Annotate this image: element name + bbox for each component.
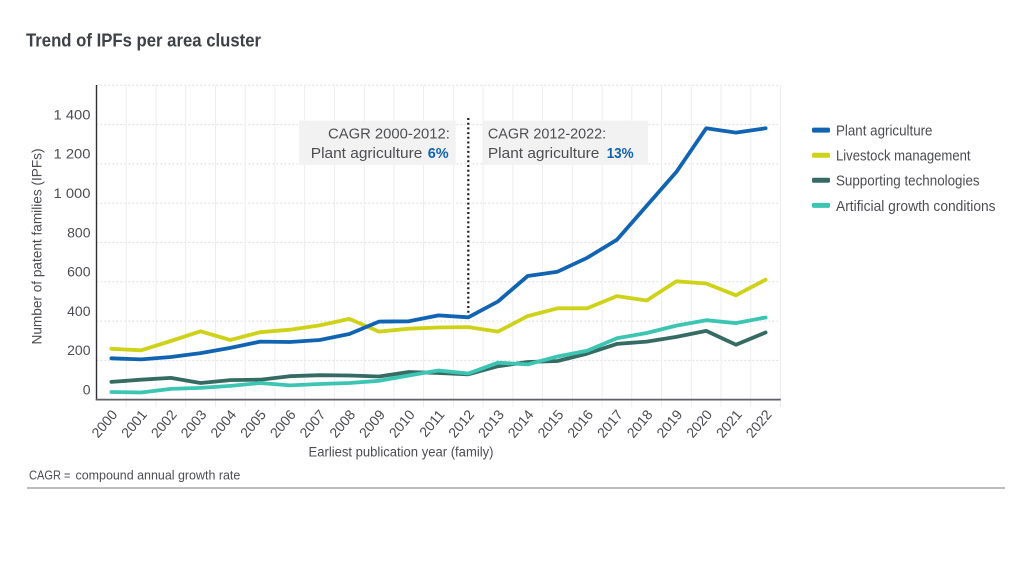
svg-text:2002: 2002 [148,406,180,440]
svg-text:Supporting technologies: Supporting technologies [836,173,980,190]
svg-text:2013: 2013 [475,406,507,440]
svg-text:1 400: 1 400 [54,106,91,122]
svg-text:CAGR =: CAGR = [29,468,71,483]
svg-text:2011: 2011 [416,406,448,440]
svg-text:Number of patent families (IPF: Number of patent families (IPFs) [30,149,45,345]
svg-text:2007: 2007 [296,406,328,440]
svg-text:2006: 2006 [267,406,299,440]
svg-text:Plant agriculture: Plant agriculture [488,145,600,162]
svg-text:Artificial growth conditions: Artificial growth conditions [836,198,996,215]
svg-text:13%: 13% [607,145,634,162]
svg-text:6%: 6% [428,145,449,162]
svg-text:400: 400 [67,303,91,319]
svg-text:CAGR 2000-2012:: CAGR 2000-2012: [328,126,450,143]
svg-text:2005: 2005 [237,406,269,440]
svg-text:600: 600 [67,264,91,280]
svg-text:2012: 2012 [445,406,477,440]
svg-text:2019: 2019 [653,406,685,440]
svg-text:2008: 2008 [326,406,358,440]
svg-text:Livestock management: Livestock management [836,148,971,165]
svg-text:2021: 2021 [713,406,745,440]
svg-text:2022: 2022 [742,406,774,440]
svg-text:2004: 2004 [207,406,239,440]
svg-text:200: 200 [67,342,91,358]
svg-text:Earliest publication year (fam: Earliest publication year (family) [309,445,494,460]
svg-text:2017: 2017 [594,406,626,440]
svg-text:Trend of IPFs per area cluster: Trend of IPFs per area cluster [26,31,261,51]
svg-text:2014: 2014 [504,406,536,440]
svg-text:2018: 2018 [623,406,655,440]
svg-text:2009: 2009 [356,406,388,440]
svg-text:compound annual growth rate: compound annual growth rate [76,468,241,483]
svg-text:CAGR 2012-2022:: CAGR 2012-2022: [488,126,606,143]
svg-text:Plant agriculture: Plant agriculture [311,145,423,162]
svg-text:2016: 2016 [564,406,596,440]
svg-text:2003: 2003 [177,406,209,440]
svg-text:2001: 2001 [118,406,150,440]
svg-text:Plant agriculture: Plant agriculture [836,123,933,140]
svg-text:1 200: 1 200 [54,146,91,162]
svg-text:2015: 2015 [534,406,566,440]
svg-text:800: 800 [67,224,91,240]
svg-text:1 000: 1 000 [54,185,91,201]
svg-text:0: 0 [83,382,91,398]
svg-text:2000: 2000 [88,406,120,440]
svg-text:2020: 2020 [683,406,715,440]
svg-text:2010: 2010 [386,406,418,440]
